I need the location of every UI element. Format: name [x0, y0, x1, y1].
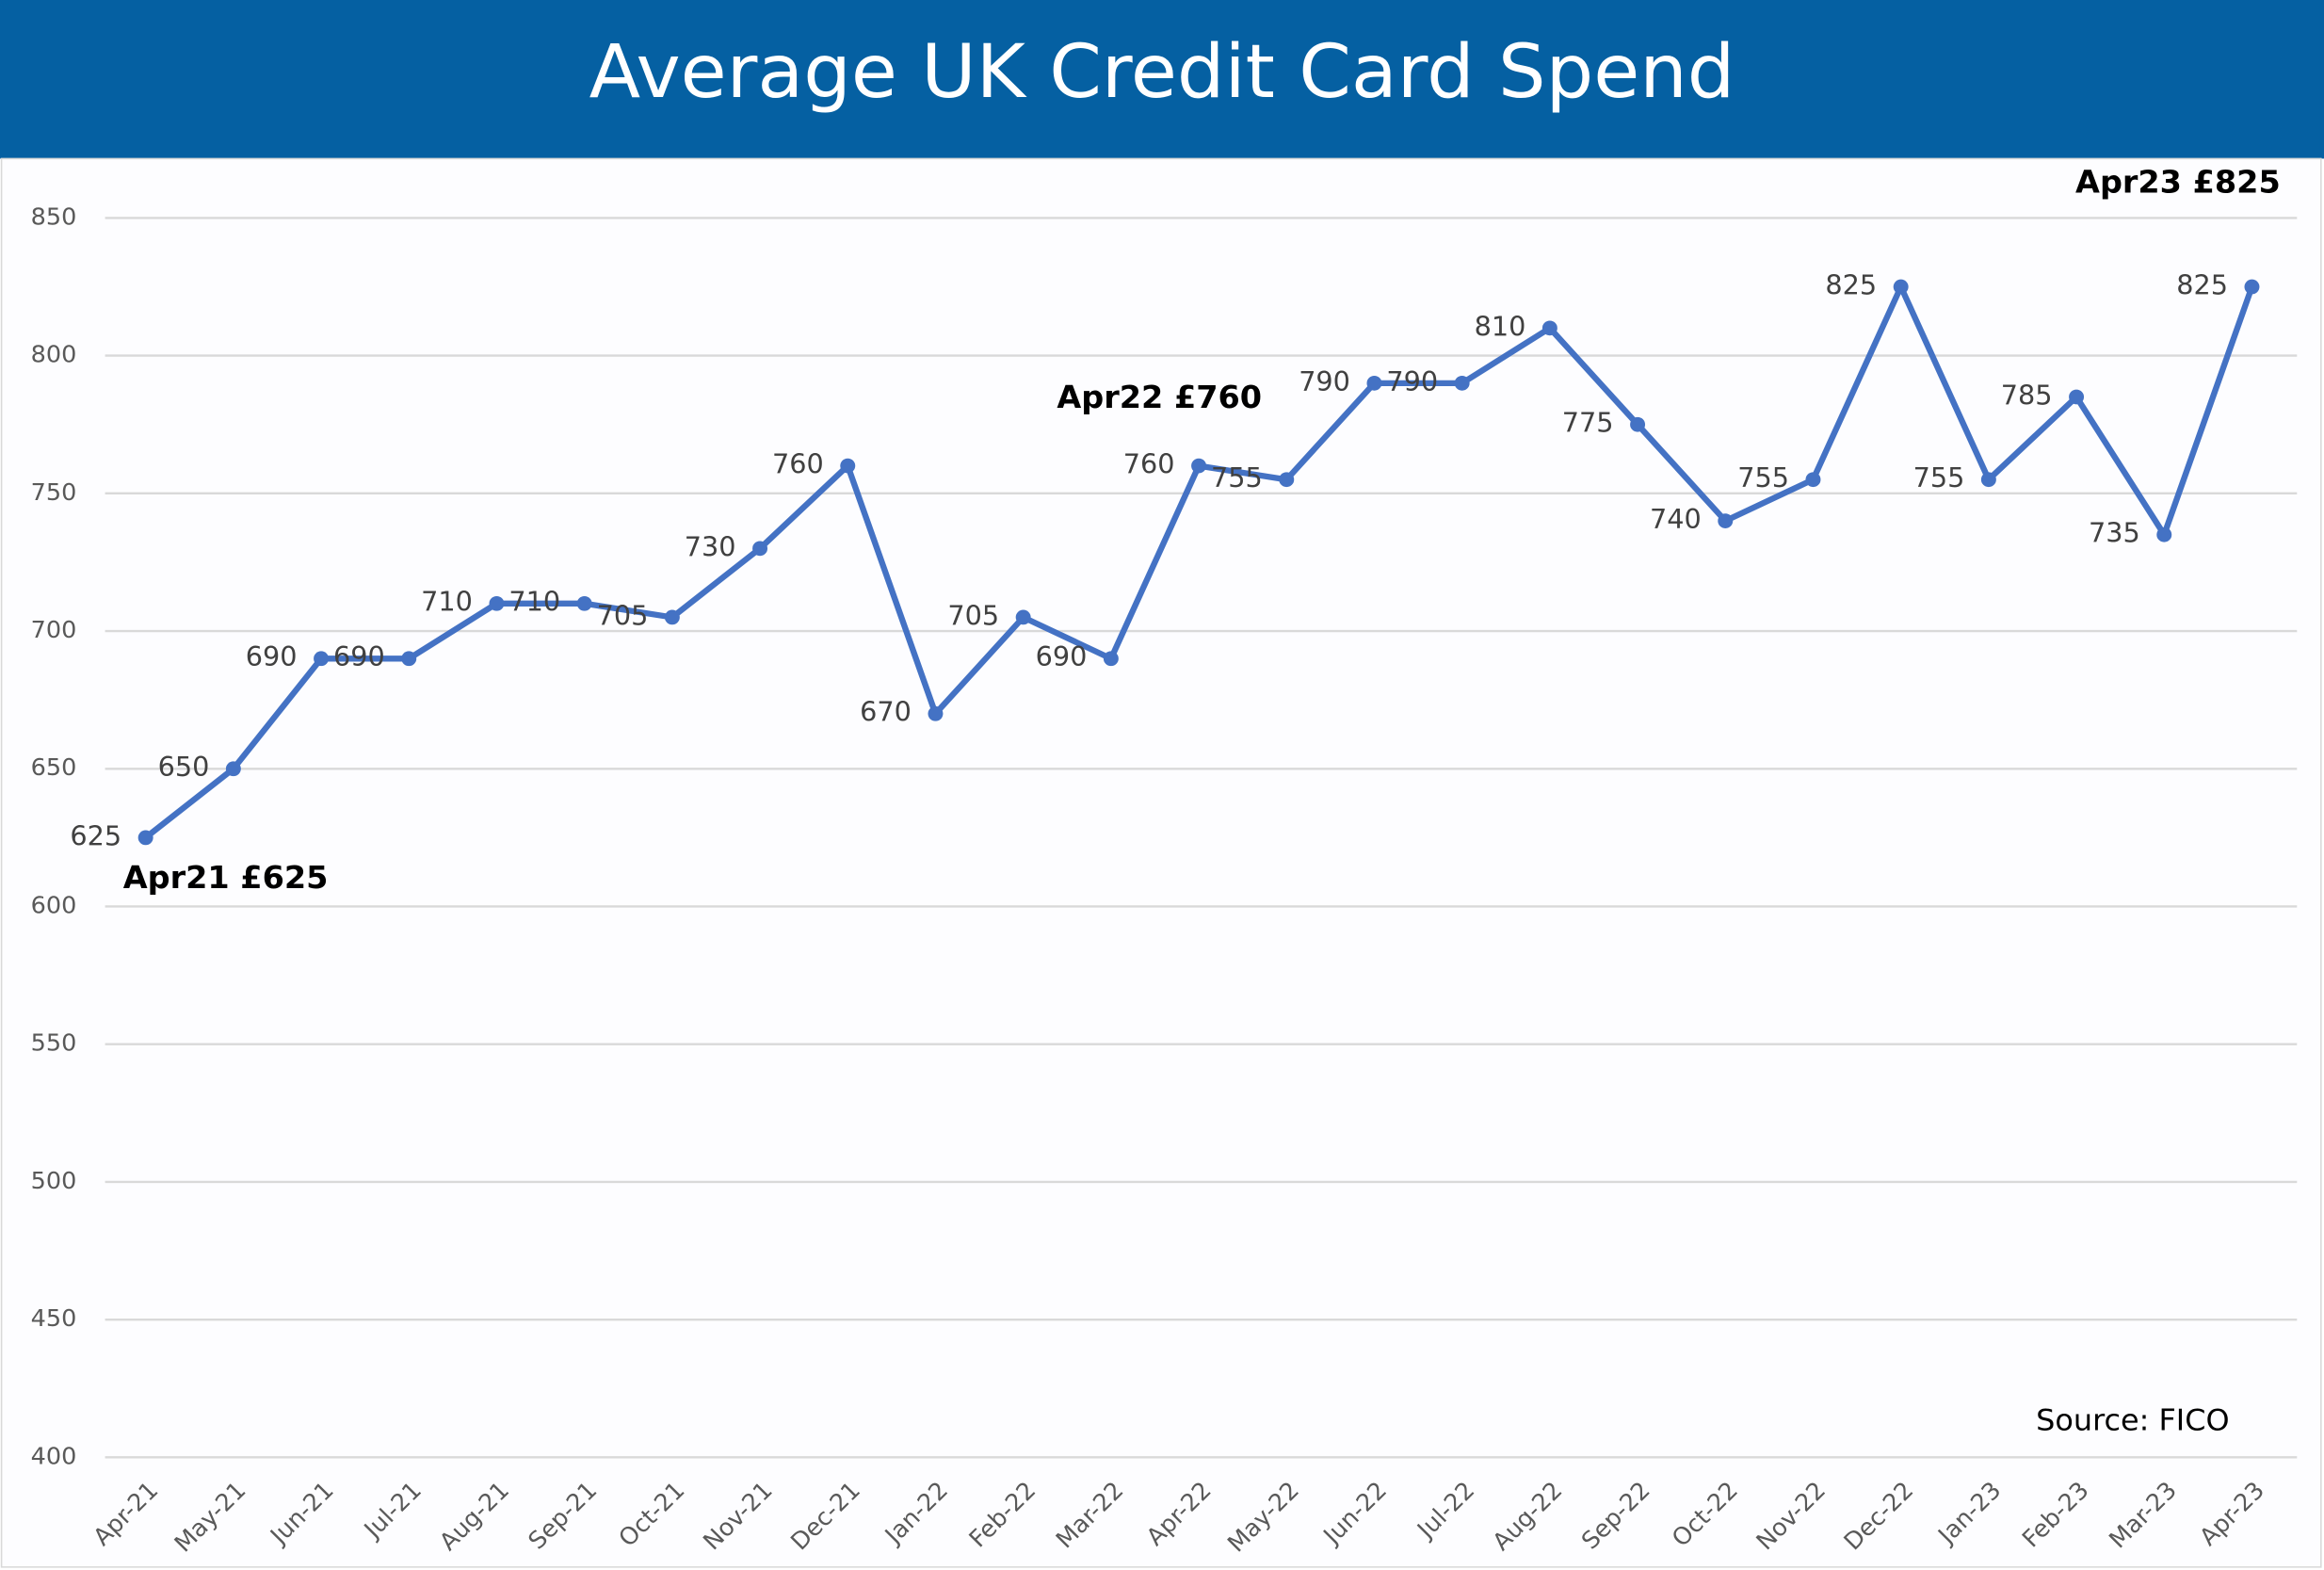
data-label: 785: [2001, 380, 2053, 412]
y-tick-label: 650: [31, 753, 77, 781]
data-label: 790: [1299, 366, 1350, 397]
marker: [1191, 458, 1207, 474]
header-band: [0, 0, 2324, 159]
data-label: 650: [158, 752, 210, 783]
data-label: 670: [860, 697, 912, 728]
data-label: 810: [1475, 311, 1526, 342]
marker: [1541, 320, 1557, 336]
data-label: 760: [1123, 449, 1175, 480]
y-tick-label: 800: [31, 340, 77, 368]
y-tick-label: 500: [31, 1166, 77, 1194]
y-tick-label: 550: [31, 1028, 77, 1057]
marker: [576, 595, 592, 611]
marker: [1015, 609, 1031, 625]
marker: [401, 651, 417, 667]
annotation: Apr22 £760: [1057, 379, 1262, 415]
annotation: Apr23 £825: [2075, 164, 2281, 201]
marker: [664, 609, 680, 625]
data-label: 690: [1036, 641, 1088, 672]
annotation: Source: FICO: [2036, 1404, 2229, 1438]
marker: [928, 705, 944, 721]
data-label: 730: [685, 531, 736, 562]
y-tick-label: 600: [31, 891, 77, 919]
data-label: 710: [508, 587, 560, 618]
data-label: 760: [772, 449, 824, 480]
marker: [2244, 279, 2260, 295]
data-label: 790: [1386, 366, 1438, 397]
marker: [1805, 472, 1821, 488]
annotation: Apr21 £625: [123, 859, 329, 896]
marker: [1366, 375, 1382, 391]
data-label: 735: [2089, 518, 2140, 549]
marker: [1279, 472, 1295, 488]
y-tick-label: 850: [31, 202, 77, 231]
data-label: 705: [947, 601, 999, 632]
data-label: 690: [333, 641, 385, 672]
data-label: 625: [70, 820, 121, 851]
data-label: 825: [2176, 270, 2228, 301]
marker: [2069, 389, 2085, 405]
marker: [752, 541, 768, 557]
y-tick-label: 700: [31, 615, 77, 643]
marker: [1718, 513, 1734, 528]
y-tick-label: 400: [31, 1441, 77, 1469]
data-label: 755: [1211, 462, 1263, 494]
y-tick-label: 450: [31, 1303, 77, 1332]
data-label: 690: [246, 641, 298, 672]
marker: [1454, 375, 1470, 391]
marker: [1980, 472, 1996, 488]
marker: [1103, 651, 1119, 667]
data-label: 740: [1650, 504, 1702, 535]
chart-title: Average UK Credit Card Spend: [589, 28, 1735, 115]
marker: [489, 595, 505, 611]
marker: [2156, 526, 2172, 542]
marker: [225, 761, 241, 777]
data-label: 705: [597, 601, 649, 632]
marker: [1893, 279, 1909, 295]
plot-frame: [0, 157, 2322, 1568]
marker: [314, 651, 330, 667]
marker: [840, 458, 856, 474]
data-label: 775: [1562, 408, 1614, 439]
marker: [1630, 416, 1646, 432]
data-label: 755: [1913, 462, 1965, 494]
y-tick-label: 750: [31, 477, 77, 506]
data-label: 825: [1825, 270, 1877, 301]
data-label: 710: [421, 587, 473, 618]
data-label: 755: [1737, 462, 1789, 494]
marker: [137, 830, 153, 846]
